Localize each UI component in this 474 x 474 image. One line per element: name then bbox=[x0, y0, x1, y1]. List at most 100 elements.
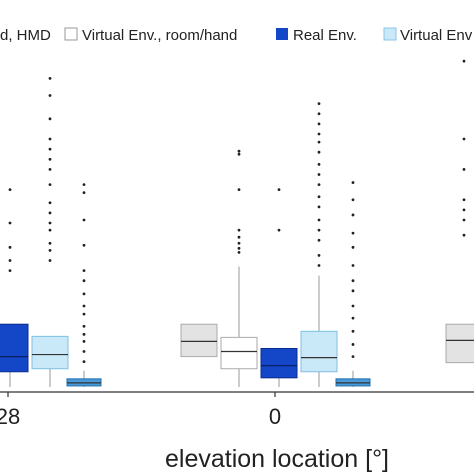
box-extra-0-box bbox=[445, 323, 474, 364]
box-series1-0-outlier bbox=[237, 149, 241, 153]
box-series3-28-outlier bbox=[48, 221, 52, 225]
box-series2-28-box bbox=[0, 323, 29, 373]
x-axis-title: elevation location [°] bbox=[165, 445, 389, 473]
box-extra-0-outlier bbox=[462, 137, 466, 141]
box-series3-0-outlier bbox=[317, 162, 321, 166]
box-series3-28-outlier bbox=[48, 117, 52, 121]
box-series4-0-outlier bbox=[351, 231, 355, 235]
box-series4-0-outlier bbox=[351, 289, 355, 293]
box-series4-0-outlier bbox=[351, 245, 355, 249]
box-series4-28-outlier bbox=[82, 191, 86, 195]
box-series3-28-box bbox=[31, 335, 69, 370]
box-series4-28-outlier bbox=[82, 279, 86, 283]
box-series2-28-outlier bbox=[8, 269, 12, 272]
box-series3-0-outlier bbox=[317, 173, 321, 176]
box-series3-0-outlier bbox=[317, 238, 321, 242]
box-series2-28-outlier bbox=[8, 221, 12, 225]
box-series4-28-outlier bbox=[82, 269, 86, 272]
box-series1-0-outlier bbox=[237, 152, 241, 156]
box-series4-28-outlier bbox=[82, 350, 86, 353]
box-series3-28-outlier bbox=[48, 241, 52, 245]
box-series2-0-outlier bbox=[277, 188, 281, 192]
box-series4-0-outlier bbox=[351, 316, 355, 320]
box-series1-0-outlier bbox=[237, 246, 241, 250]
box-series0-0-box bbox=[180, 323, 218, 358]
legend-label-2: Real Env. bbox=[293, 27, 357, 44]
box-series3-0-outlier bbox=[317, 122, 321, 126]
box-series3-0-outlier bbox=[317, 102, 321, 106]
box-extra-0-outlier bbox=[462, 208, 466, 212]
box-series1-0-outlier bbox=[237, 241, 241, 245]
box-series3-28-outlier bbox=[48, 147, 52, 151]
x-tick-label-0: 0 bbox=[269, 404, 281, 429]
box-series3-28-outlier bbox=[48, 183, 52, 186]
box-series3-0-outlier bbox=[317, 183, 321, 186]
box-extra-0-outlier bbox=[462, 59, 466, 63]
box-series2-0-outlier bbox=[277, 228, 281, 232]
box-series4-28-outlier bbox=[82, 292, 86, 296]
box-series4-28-outlier bbox=[82, 183, 86, 186]
box-series4-28-outlier bbox=[82, 312, 86, 316]
box-series3-28-outlier bbox=[48, 211, 52, 215]
box-series3-0-outlier bbox=[317, 205, 321, 209]
box-series1-0-outlier bbox=[237, 250, 241, 254]
legend: d, HMD Virtual Env., room/hand Real Env.… bbox=[0, 27, 473, 44]
box-series3-28-outlier bbox=[48, 168, 52, 171]
plot-area bbox=[0, 59, 474, 387]
box-series3-0-outlier bbox=[317, 112, 321, 116]
box-series4-28-outlier bbox=[82, 340, 86, 343]
box-series4-0-outlier bbox=[351, 355, 355, 358]
box-series3-0-outlier bbox=[317, 264, 321, 267]
box-series4-28-outlier bbox=[82, 332, 86, 336]
box-series4-28-outlier bbox=[82, 324, 86, 328]
box-series1-0-outlier bbox=[237, 188, 241, 192]
box-series3-0-outlier bbox=[317, 132, 321, 136]
box-series3-0-outlier bbox=[317, 228, 321, 232]
box-series4-0-outlier bbox=[351, 279, 355, 283]
box-series4-0-outlier bbox=[351, 181, 355, 184]
box-series3-28-outlier bbox=[48, 201, 52, 205]
box-series3-0-outlier bbox=[317, 254, 321, 257]
box-series3-0-outlier bbox=[317, 140, 321, 144]
box-series3-0-outlier bbox=[317, 150, 321, 154]
box-series3-0-box bbox=[300, 330, 338, 373]
box-series4-0-outlier bbox=[351, 213, 355, 217]
box-series3-0-outlier bbox=[317, 195, 321, 199]
box-series4-0-outlier bbox=[351, 304, 355, 308]
box-series4-28-outlier bbox=[82, 304, 86, 308]
box-extra-0-outlier bbox=[462, 218, 466, 222]
box-series3-28-outlier bbox=[48, 157, 52, 161]
box-series3-28-outlier bbox=[48, 228, 52, 232]
legend-label-0: d, HMD bbox=[0, 27, 51, 44]
legend-swatch-2 bbox=[276, 28, 288, 40]
box-series2-28-outlier bbox=[8, 245, 12, 249]
box-series2-28-outlier bbox=[8, 259, 12, 262]
box-series3-28-outlier bbox=[48, 94, 52, 97]
box-series4-28-outlier bbox=[82, 243, 86, 247]
box-series1-0-box bbox=[220, 336, 258, 370]
legend-swatch-1 bbox=[64, 27, 78, 41]
box-series3-28-outlier bbox=[48, 76, 52, 80]
box-series2-28-outlier bbox=[8, 188, 12, 192]
box-series2-0-box bbox=[260, 347, 298, 379]
box-series4-28-outlier bbox=[82, 360, 86, 364]
legend-swatch-3 bbox=[383, 27, 397, 41]
box-series4-0-outlier bbox=[351, 264, 355, 267]
x-tick-label-28: 28 bbox=[0, 404, 20, 429]
box-extra-0-outlier bbox=[462, 198, 466, 202]
box-extra-0-outlier bbox=[462, 168, 466, 171]
legend-label-1: Virtual Env., room/hand bbox=[82, 27, 237, 44]
box-series4-0-outlier bbox=[351, 198, 355, 202]
box-series3-28-outlier bbox=[48, 259, 52, 262]
box-series1-0-outlier bbox=[237, 235, 241, 239]
box-series4-0-outlier bbox=[351, 343, 355, 346]
box-extra-0-outlier bbox=[462, 233, 466, 237]
box-series4-28-outlier bbox=[82, 218, 86, 222]
box-series1-0-outlier bbox=[237, 228, 241, 232]
legend-label-3: Virtual Env bbox=[400, 27, 473, 44]
box-series3-28-outlier bbox=[48, 248, 52, 252]
box-series3-28-outlier bbox=[48, 137, 52, 141]
box-series4-0-outlier bbox=[351, 329, 355, 333]
box-series3-0-outlier bbox=[317, 218, 321, 222]
